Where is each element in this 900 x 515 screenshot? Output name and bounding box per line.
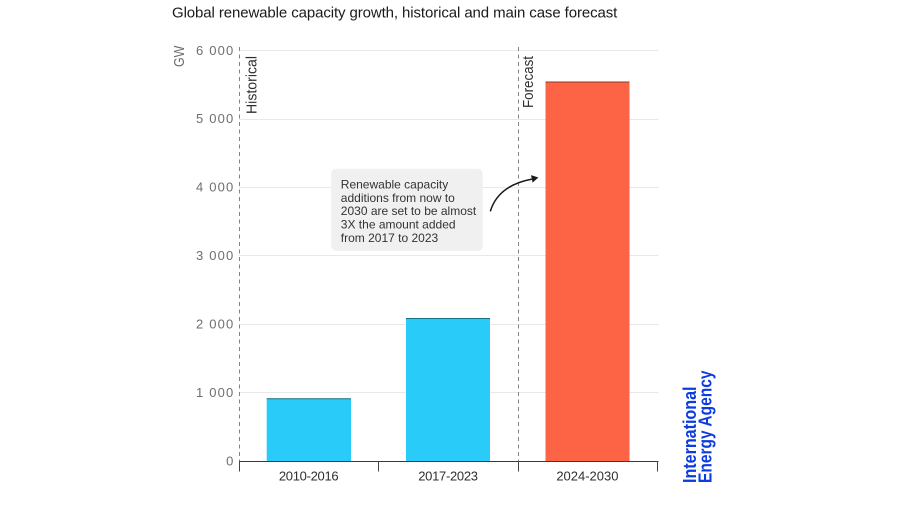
svg-text:Renewable capacity: Renewable capacity: [341, 177, 448, 191]
svg-text:3 000: 3 000: [196, 248, 235, 263]
svg-text:GW: GW: [171, 45, 188, 67]
svg-text:additions from now to: additions from now to: [341, 191, 455, 205]
svg-text:from 2017 to 2023: from 2017 to 2023: [341, 231, 439, 245]
svg-text:5 000: 5 000: [196, 111, 235, 126]
svg-text:2030 are set to be almost: 2030 are set to be almost: [341, 204, 477, 218]
svg-text:Forecast: Forecast: [521, 56, 537, 108]
svg-text:6 000: 6 000: [196, 43, 235, 58]
svg-text:4 000: 4 000: [196, 180, 235, 195]
svg-text:1 000: 1 000: [196, 385, 235, 400]
svg-text:Energy Agency: Energy Agency: [696, 371, 716, 484]
svg-text:2024-2030: 2024-2030: [556, 469, 618, 484]
svg-text:2010-2016: 2010-2016: [279, 469, 339, 484]
svg-text:Historical: Historical: [244, 56, 260, 114]
svg-text:International: International: [680, 387, 700, 484]
svg-text:2 000: 2 000: [196, 317, 235, 332]
svg-text:3X the amount added: 3X the amount added: [341, 218, 456, 232]
svg-text:2017-2023: 2017-2023: [418, 469, 478, 484]
svg-text:0: 0: [226, 453, 234, 468]
svg-text:Global renewable capacity grow: Global renewable capacity growth, histor…: [172, 4, 618, 21]
